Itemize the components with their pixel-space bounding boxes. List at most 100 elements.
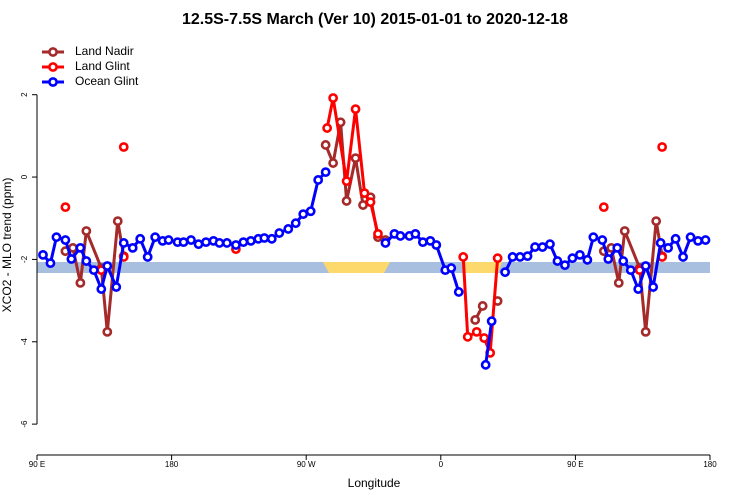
data-point — [102, 326, 113, 337]
data-point — [328, 158, 339, 168]
data-point — [45, 258, 56, 269]
data-point — [88, 265, 99, 276]
x-tick-label: 0 — [439, 460, 444, 469]
y-tick-label: 0 — [20, 174, 29, 179]
data-point — [358, 200, 368, 210]
chart-title: 12.5S-7.5S March (Ver 10) 2015-01-01 to … — [182, 11, 568, 28]
data-point — [214, 238, 225, 248]
data-point — [380, 238, 391, 248]
data-point — [693, 235, 703, 246]
data-point — [51, 232, 62, 243]
data-point — [417, 237, 428, 248]
data-point — [582, 254, 593, 265]
data-point — [245, 235, 256, 246]
data-point — [685, 232, 696, 243]
data-point — [603, 254, 614, 264]
data-point — [112, 216, 123, 227]
data-point — [545, 239, 555, 250]
data-point — [127, 242, 138, 253]
data-point — [135, 233, 146, 244]
y-axis-label: XCO2 - MLO trend (ppm) — [0, 178, 14, 313]
legend-label: Ocean Glint — [75, 74, 139, 88]
data-point — [640, 326, 651, 337]
series-line — [484, 320, 494, 366]
data-point — [60, 235, 71, 245]
data-point — [102, 261, 113, 271]
data-point — [507, 252, 518, 262]
data-point — [150, 232, 161, 243]
data-point — [530, 242, 540, 252]
data-point — [458, 252, 469, 262]
data-point — [410, 228, 421, 239]
data-point — [663, 242, 674, 253]
data-point — [350, 153, 361, 164]
data-point — [60, 202, 71, 213]
data-point — [178, 237, 189, 248]
data-point — [81, 226, 92, 236]
data-point — [222, 238, 232, 248]
data-point — [163, 235, 174, 245]
data-point — [193, 239, 204, 250]
data-point — [96, 284, 107, 294]
data-point — [118, 142, 129, 152]
x-tick-label: 180 — [703, 460, 717, 469]
data-point — [320, 140, 331, 150]
data-point — [453, 287, 464, 297]
data-point — [655, 238, 666, 248]
legend-marker — [48, 62, 58, 72]
data-point — [657, 142, 668, 152]
data-point — [613, 277, 624, 288]
data-point — [259, 233, 270, 243]
surface-band — [37, 262, 710, 273]
data-point — [322, 123, 333, 133]
x-tick-label: 90 E — [29, 460, 45, 469]
data-point — [446, 263, 457, 273]
data-point — [618, 256, 629, 266]
x-tick-label: 90 W — [297, 460, 316, 469]
data-point — [678, 252, 688, 262]
data-point — [231, 240, 241, 250]
x-axis-label: Longitude — [348, 476, 401, 490]
data-point — [38, 249, 48, 260]
data-point — [341, 196, 352, 206]
data-point — [479, 333, 490, 343]
data-point — [480, 359, 491, 370]
data-point — [560, 260, 570, 271]
y-tick-label: -4 — [20, 338, 29, 346]
data-point — [81, 256, 92, 266]
data-point — [633, 284, 644, 294]
data-point — [111, 282, 122, 292]
data-point — [359, 188, 370, 199]
data-point — [597, 235, 608, 245]
data-point — [486, 316, 497, 327]
data-point — [598, 202, 609, 213]
y-tick-label: 2 — [20, 92, 29, 97]
data-point — [537, 242, 548, 252]
data-point — [118, 238, 129, 248]
data-point — [567, 253, 578, 264]
y-tick-label: -6 — [20, 420, 29, 428]
data-point — [471, 326, 482, 337]
data-point — [274, 228, 285, 238]
data-point — [477, 301, 488, 311]
data-point — [612, 242, 623, 253]
series-line — [64, 220, 126, 333]
legend-label: Land Glint — [75, 59, 130, 73]
data-point — [283, 224, 294, 234]
data-point — [395, 231, 406, 241]
data-point — [298, 209, 309, 220]
data-point — [625, 265, 636, 276]
data-point — [341, 176, 352, 187]
data-point — [238, 237, 249, 248]
data-point — [142, 252, 153, 262]
data-point — [640, 261, 651, 271]
data-point — [574, 249, 585, 260]
y-tick-label: -2 — [20, 255, 29, 263]
data-point — [648, 282, 659, 292]
data-point — [492, 253, 503, 264]
x-tick-label: 180 — [165, 460, 179, 469]
legend-label: Land Nadir — [75, 44, 134, 58]
data-point — [670, 233, 681, 244]
data-point — [328, 93, 339, 103]
